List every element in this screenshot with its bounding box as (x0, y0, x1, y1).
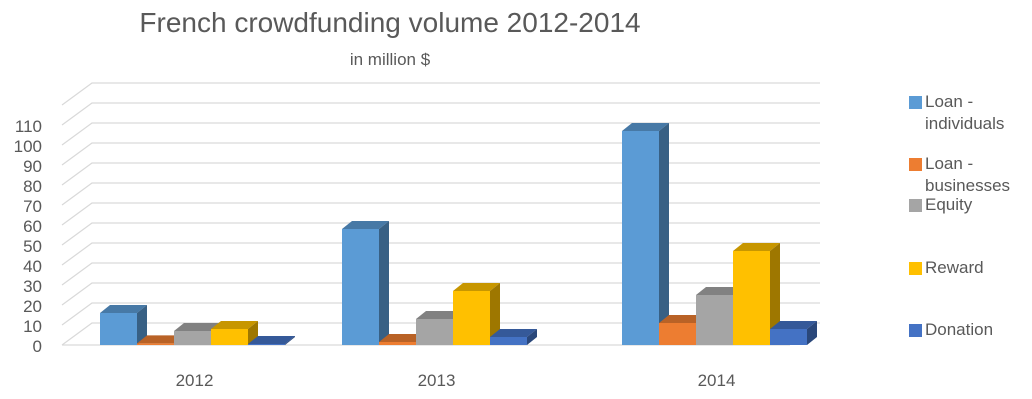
gridline (61, 182, 820, 206)
bar-side (137, 305, 147, 345)
legend-swatch (909, 262, 922, 275)
bar-front (416, 319, 453, 345)
bar-side (527, 329, 537, 345)
bar-front (770, 329, 807, 345)
x-tick-label: 2012 (176, 371, 214, 390)
gridline (61, 142, 820, 166)
legend-item: Reward (909, 258, 984, 277)
bar-top (100, 305, 147, 313)
gridline (61, 82, 820, 106)
bar-side (490, 283, 500, 345)
bar-front (342, 229, 379, 345)
legend-item: Loan - individuals (909, 92, 1004, 133)
y-tick-label: 10 (23, 317, 42, 336)
gridline (61, 282, 820, 306)
gridline (61, 242, 820, 266)
chart-title: French crowdfunding volume 2012-2014 (139, 7, 640, 38)
gridline (61, 202, 820, 226)
bar-top (379, 334, 426, 342)
bar-side (770, 243, 780, 345)
x-tick-label: 2013 (418, 371, 456, 390)
gridline (61, 102, 820, 126)
legend-label: Reward (925, 258, 984, 277)
bar-top (248, 336, 295, 344)
y-tick-label: 50 (23, 237, 42, 256)
bar-top (659, 315, 706, 323)
legend-label: Loan - (925, 92, 973, 111)
y-tick-label: 70 (23, 197, 42, 216)
bar-top (137, 335, 184, 344)
bar (453, 283, 500, 345)
y-tick-label: 30 (23, 277, 42, 296)
legend-item: Donation (909, 320, 993, 339)
bar-front (100, 313, 137, 345)
legend-item: Loan - businesses (909, 154, 1010, 195)
bars (100, 123, 817, 345)
x-axis: 2012 2013 2014 (176, 371, 736, 390)
bar-side (285, 336, 295, 345)
bar (211, 321, 258, 345)
legend-item: Equity (909, 195, 973, 214)
y-tick-label: 100 (14, 137, 42, 156)
chart-subtitle: in million $ (350, 50, 431, 69)
bar-front (622, 131, 659, 345)
gridline (61, 222, 820, 246)
legend-label: Donation (925, 320, 993, 339)
bar-front (696, 295, 733, 345)
bar-side (807, 321, 817, 345)
bar-front (490, 337, 527, 345)
bar (342, 221, 389, 345)
gridline (61, 322, 820, 346)
bar-top (622, 123, 669, 131)
bar-top (342, 221, 389, 229)
bar-top (416, 311, 463, 319)
y-tick-label: 20 (23, 297, 42, 316)
legend-swatch (909, 324, 922, 337)
bar-top (733, 243, 780, 251)
bar (248, 336, 295, 345)
bar-front (174, 331, 211, 345)
x-tick-label: 2014 (698, 371, 736, 390)
legend-swatch (909, 158, 922, 171)
bar-top (453, 283, 500, 291)
legend-swatch (909, 199, 922, 212)
gridline (61, 122, 820, 146)
y-tick-label: 110 (15, 117, 42, 136)
bar-front (453, 291, 490, 345)
y-tick-label: 60 (23, 217, 42, 236)
bar-top (696, 287, 743, 295)
gridline (61, 262, 820, 286)
bar (622, 123, 669, 345)
bar-top (770, 321, 817, 329)
y-tick-label: 80 (23, 177, 42, 196)
y-tick-label: 40 (23, 257, 42, 276)
legend-label: individuals (925, 114, 1004, 133)
bar-front (733, 251, 770, 345)
bar-front (659, 323, 696, 345)
bar-front (248, 344, 285, 345)
bar-side (659, 123, 669, 345)
legend-swatch (909, 96, 922, 109)
bar-front (379, 342, 416, 345)
legend-label: businesses (925, 176, 1010, 195)
bar-front (211, 329, 248, 345)
y-tick-label: 90 (23, 157, 42, 176)
y-tick-label: 0 (33, 337, 42, 356)
gridline (61, 162, 820, 186)
bar-top (174, 323, 221, 331)
bar-side (379, 221, 389, 345)
bar-front (137, 343, 174, 345)
bar (770, 321, 817, 345)
bar (733, 243, 780, 345)
gridline (61, 302, 820, 326)
legend-label: Loan - (925, 154, 973, 173)
bar-top (211, 321, 258, 329)
legend-label: Equity (925, 195, 973, 214)
bar (100, 305, 147, 345)
bar (490, 329, 537, 345)
bar-top (490, 329, 537, 337)
